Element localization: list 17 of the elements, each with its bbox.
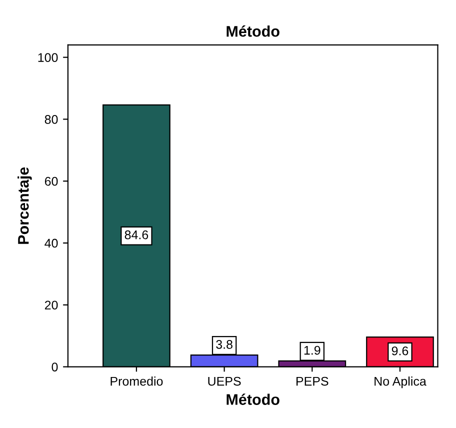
data-label: 84.6 (124, 230, 148, 240)
x-tick-label: No Aplica (374, 376, 426, 388)
data-label: 3.8 (216, 340, 232, 349)
y-tick-label: 40 (44, 238, 58, 248)
data-label: 9.6 (392, 346, 408, 356)
y-tick-label: 60 (44, 176, 58, 186)
y-axis-title: Porcentaje (18, 167, 32, 244)
x-tick-label: UEPS (208, 376, 241, 386)
y-tick-label: 0 (52, 362, 58, 372)
y-tick-label: 20 (44, 300, 58, 310)
y-tick-label: 80 (44, 115, 58, 124)
x-axis-title: Método (226, 394, 280, 405)
chart-title: Método (226, 25, 280, 37)
data-label: 1.9 (304, 346, 320, 355)
y-tick-label: 100 (38, 53, 58, 62)
x-tick-label: PEPS (296, 376, 328, 386)
x-tick-label: Promedio (110, 376, 163, 386)
